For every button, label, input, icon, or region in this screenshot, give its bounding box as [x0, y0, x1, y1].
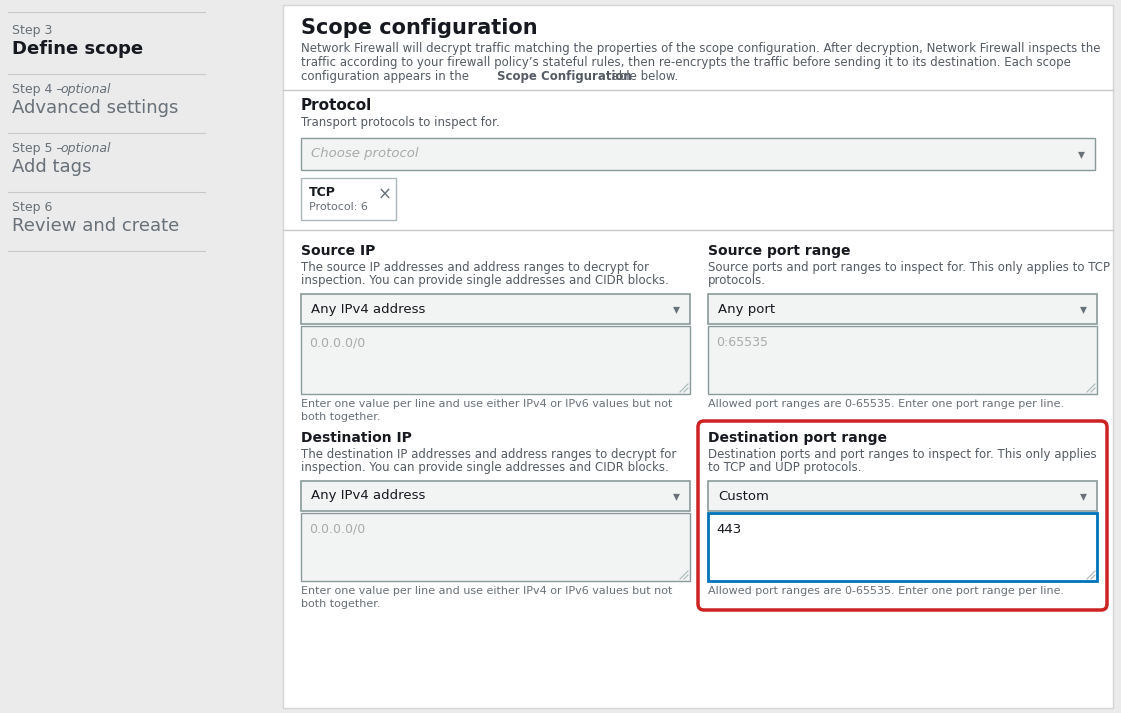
Text: both together.: both together. — [302, 412, 380, 422]
Text: Step 3: Step 3 — [12, 24, 53, 37]
Text: Any port: Any port — [717, 302, 775, 315]
Text: Protocol: Protocol — [302, 98, 372, 113]
Text: Source port range: Source port range — [708, 244, 851, 258]
Text: ▾: ▾ — [673, 489, 679, 503]
Text: Allowed port ranges are 0-65535. Enter one port range per line.: Allowed port ranges are 0-65535. Enter o… — [708, 586, 1064, 596]
Text: Destination IP: Destination IP — [302, 431, 411, 445]
Text: The source IP addresses and address ranges to decrypt for: The source IP addresses and address rang… — [302, 261, 649, 274]
Text: optional: optional — [61, 142, 111, 155]
Text: ×: × — [378, 186, 392, 204]
Text: Allowed port ranges are 0-65535. Enter one port range per line.: Allowed port ranges are 0-65535. Enter o… — [708, 399, 1064, 409]
Bar — [708, 513, 1097, 581]
Text: 0:65535: 0:65535 — [716, 336, 768, 349]
Text: both together.: both together. — [302, 599, 380, 609]
Text: ▾: ▾ — [1080, 489, 1086, 503]
Text: Define scope: Define scope — [12, 40, 143, 58]
Text: 443: 443 — [716, 523, 741, 536]
Text: Any IPv4 address: Any IPv4 address — [311, 302, 425, 315]
Text: traffic according to your firewall policy’s stateful rules, then re-encrypts the: traffic according to your firewall polic… — [302, 56, 1071, 69]
Text: Destination port range: Destination port range — [708, 431, 887, 445]
Text: protocols.: protocols. — [708, 274, 766, 287]
Bar — [0, 0, 213, 713]
Text: TCP: TCP — [309, 186, 336, 199]
Bar — [302, 294, 691, 324]
Text: Network Firewall will decrypt traffic matching the properties of the scope confi: Network Firewall will decrypt traffic ma… — [302, 42, 1101, 55]
Text: Choose protocol: Choose protocol — [311, 148, 418, 160]
Text: Scope Configuration: Scope Configuration — [497, 70, 632, 83]
Bar — [708, 294, 1097, 324]
Text: Scope configuration: Scope configuration — [302, 18, 538, 38]
Text: Any IPv4 address: Any IPv4 address — [311, 490, 425, 503]
Text: to TCP and UDP protocols.: to TCP and UDP protocols. — [708, 461, 862, 474]
Text: ▾: ▾ — [1077, 147, 1084, 161]
Text: Protocol: 6: Protocol: 6 — [309, 202, 368, 212]
Text: Add tags: Add tags — [12, 158, 92, 176]
Text: Transport protocols to inspect for.: Transport protocols to inspect for. — [302, 116, 500, 129]
Text: optional: optional — [61, 83, 111, 96]
Text: Step 5 –: Step 5 – — [12, 142, 67, 155]
Text: Destination ports and port ranges to inspect for. This only applies: Destination ports and port ranges to ins… — [708, 448, 1096, 461]
Text: Custom: Custom — [717, 490, 769, 503]
Text: Source ports and port ranges to inspect for. This only applies to TCP: Source ports and port ranges to inspect … — [708, 261, 1110, 274]
Text: Review and create: Review and create — [12, 217, 179, 235]
Bar — [302, 178, 396, 220]
Bar — [302, 138, 1095, 170]
Text: configuration appears in the: configuration appears in the — [302, 70, 473, 83]
Text: Step 6: Step 6 — [12, 201, 53, 214]
Bar — [708, 481, 1097, 511]
Text: ▾: ▾ — [673, 302, 679, 316]
Text: inspection. You can provide single addresses and CIDR blocks.: inspection. You can provide single addre… — [302, 461, 669, 474]
Text: ▾: ▾ — [1080, 302, 1086, 316]
Text: table below.: table below. — [603, 70, 678, 83]
Text: Step 4 –: Step 4 – — [12, 83, 66, 96]
Text: Source IP: Source IP — [302, 244, 376, 258]
Bar — [302, 481, 691, 511]
Text: Enter one value per line and use either IPv4 or IPv6 values but not: Enter one value per line and use either … — [302, 399, 673, 409]
Text: 0.0.0.0/0: 0.0.0.0/0 — [309, 523, 365, 536]
Text: inspection. You can provide single addresses and CIDR blocks.: inspection. You can provide single addre… — [302, 274, 669, 287]
Text: Enter one value per line and use either IPv4 or IPv6 values but not: Enter one value per line and use either … — [302, 586, 673, 596]
Bar — [708, 326, 1097, 394]
Text: Advanced settings: Advanced settings — [12, 99, 178, 117]
Bar — [302, 513, 691, 581]
Bar — [302, 326, 691, 394]
Text: The destination IP addresses and address ranges to decrypt for: The destination IP addresses and address… — [302, 448, 676, 461]
Text: 0.0.0.0/0: 0.0.0.0/0 — [309, 336, 365, 349]
Bar — [282, 5, 1113, 708]
